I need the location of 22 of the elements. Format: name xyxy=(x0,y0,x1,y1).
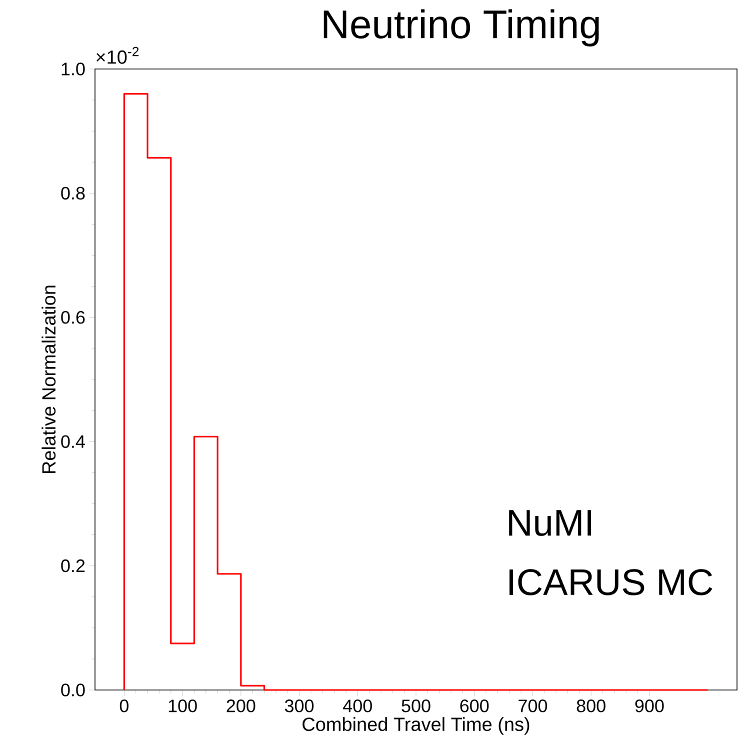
chart-title: Neutrino Timing xyxy=(324,9,599,46)
y-tick-label: 0.4 xyxy=(61,435,85,448)
y-tick-label: 1.0 xyxy=(62,62,85,76)
annotation: ICARUS MC xyxy=(510,569,712,596)
y-tick-label: 0.8 xyxy=(61,186,85,200)
x-tick-label: 200 xyxy=(226,700,256,712)
x-tick-label: 600 xyxy=(460,700,489,712)
annotation: NuMI xyxy=(509,510,592,536)
x-tick-label: 500 xyxy=(402,700,430,712)
y-axis-title: Relative Normalization xyxy=(42,286,56,473)
text: ×10$^{-2}$ xyxy=(96,46,139,64)
x-tick-label: 0 xyxy=(120,700,128,712)
x-tick-label: 400 xyxy=(343,700,372,712)
x-tick-label: 300 xyxy=(284,700,314,712)
y-tick-label: 0.0 xyxy=(61,684,85,696)
y-tick-label: 0.6 xyxy=(61,311,85,324)
x-tick-label: 100 xyxy=(168,700,197,712)
x-axis-title: Combined Travel Time (ns) xyxy=(302,717,530,735)
x-tick-label: 800 xyxy=(576,700,606,712)
y-tick-label: 0.2 xyxy=(61,559,85,572)
x-tick-label: 700 xyxy=(518,700,548,712)
x-tick-label: 900 xyxy=(635,700,664,712)
